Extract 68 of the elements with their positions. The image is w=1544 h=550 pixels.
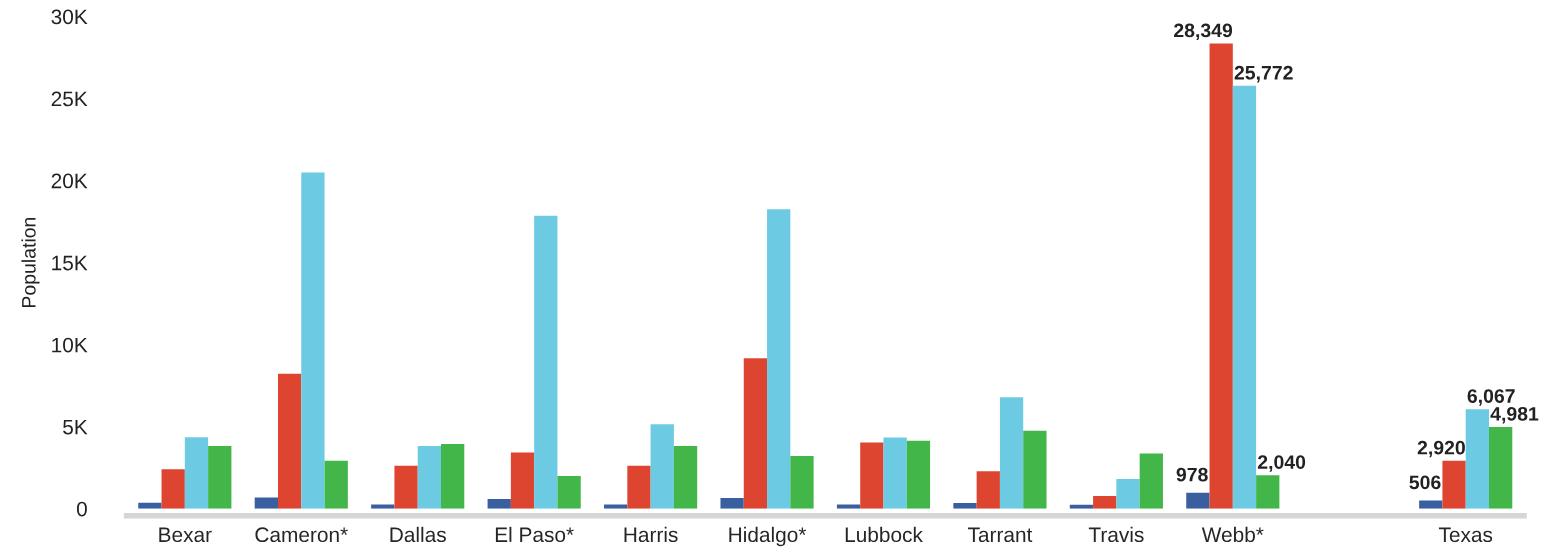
x-tick-label: Bexar: [159, 527, 212, 543]
data-label: 25,772: [1234, 65, 1293, 83]
data-label: 4,981: [1490, 406, 1539, 424]
x-tick-label: Dallas: [390, 526, 446, 543]
y-tick-label: 15K: [52, 255, 88, 271]
bar: [1256, 475, 1280, 509]
bar: [324, 460, 348, 509]
bar: [534, 215, 558, 509]
bar: [906, 440, 931, 509]
bar: [1023, 430, 1047, 509]
bar: [394, 465, 418, 509]
bar: [1442, 460, 1466, 509]
bar: [720, 498, 744, 509]
bar: [1232, 85, 1257, 509]
bar: [650, 424, 674, 509]
bar: [1139, 453, 1163, 509]
x-tick-label: Tarrant: [967, 527, 1033, 543]
y-tick-label: 30K: [51, 9, 88, 25]
bar: [953, 503, 977, 509]
y-tick-label: 10K: [52, 337, 88, 353]
x-tick-label: Webb*: [1201, 526, 1264, 543]
y-tick-label: 25K: [51, 91, 88, 107]
x-tick-label: Lubbock: [845, 526, 923, 543]
bar: [1093, 495, 1117, 509]
bar: [976, 471, 1000, 509]
bar: [510, 452, 535, 509]
bar: [487, 499, 511, 509]
data-label: 978: [1176, 467, 1208, 482]
x-tick-label: Harris: [624, 526, 678, 543]
y-tick-label: 20K: [51, 173, 88, 189]
bar: [836, 504, 861, 509]
bar: [604, 504, 628, 509]
bar: [1419, 500, 1443, 509]
bar: [883, 437, 907, 509]
bar: [441, 444, 465, 509]
bar: [184, 437, 209, 509]
x-tick-label: Travis: [1088, 526, 1144, 543]
bar: [1465, 409, 1489, 509]
bar: [1488, 427, 1513, 509]
bar: [627, 465, 651, 509]
bar: [371, 504, 395, 509]
bar: [208, 445, 232, 509]
data-label: 2,040: [1257, 455, 1306, 472]
bar: [860, 442, 884, 509]
data-label: 6,067: [1467, 389, 1515, 406]
data-label: 28,349: [1174, 23, 1233, 41]
bar: [790, 455, 814, 509]
bar: [277, 373, 302, 509]
x-tick-label: Hidalgo*: [729, 526, 807, 547]
bar: [767, 209, 791, 509]
bar: [417, 445, 441, 509]
data-label: 506: [1409, 475, 1441, 490]
x-tick-label: El Paso*: [495, 526, 574, 543]
bar: [161, 469, 185, 509]
y-tick-label: 5K: [63, 419, 88, 435]
bar: [1209, 43, 1233, 509]
bar: [743, 358, 768, 509]
bar: [1186, 492, 1210, 509]
bar: [1116, 479, 1140, 509]
bar: [301, 172, 325, 509]
x-tick-label: Cameron*: [255, 527, 348, 543]
y-axis-title: Population: [21, 217, 40, 307]
y-tick-label: 0: [76, 501, 87, 517]
bar: [557, 476, 581, 509]
bar: [999, 397, 1024, 509]
data-label: 2,920: [1417, 440, 1465, 458]
x-tick-label: Texas: [1438, 527, 1493, 543]
bar: [673, 445, 698, 509]
